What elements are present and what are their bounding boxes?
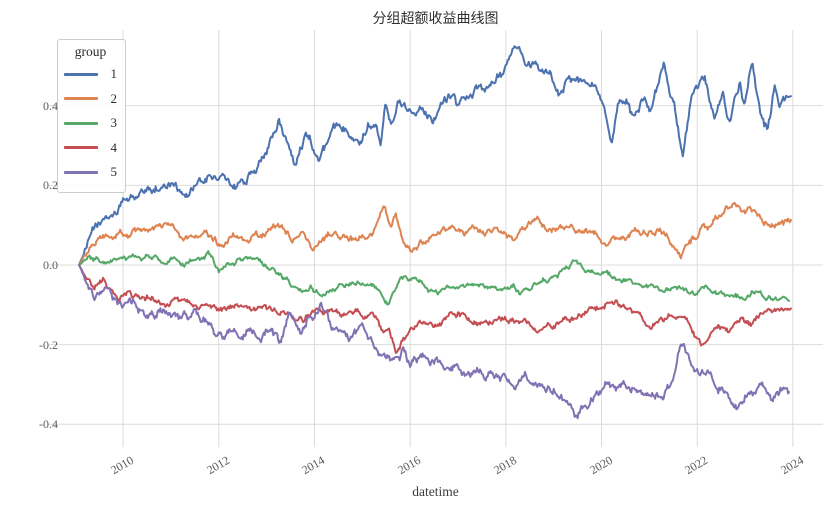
y-tick-label: 0.4 — [43, 98, 58, 113]
legend-swatch — [64, 121, 98, 125]
x-tick-label: 2020 — [584, 451, 615, 477]
legend-item-label: 5 — [110, 164, 118, 180]
legend: group 1 2 3 4 5 — [57, 39, 126, 193]
legend-item-label: 1 — [110, 66, 118, 82]
legend-title: group — [74, 44, 107, 59]
series-line-2 — [78, 201, 792, 266]
x-tick-label: 2012 — [201, 451, 232, 477]
y-tick-label: -0.2 — [39, 337, 58, 352]
legend-items: 1 2 3 4 5 — [64, 62, 117, 185]
legend-item-label: 2 — [110, 90, 118, 106]
x-tick-label: 2022 — [679, 451, 710, 477]
legend-swatch — [64, 72, 98, 76]
legend-swatch — [64, 146, 98, 150]
x-tick-label: 2024 — [775, 451, 806, 477]
legend-item-label: 3 — [110, 115, 118, 131]
legend-item-3: 3 — [64, 111, 117, 136]
series-line-5 — [78, 264, 790, 420]
legend-swatch — [64, 97, 98, 101]
legend-item-1: 1 — [64, 62, 117, 87]
series-line-4 — [78, 264, 792, 354]
chart-title: 分组超额收益曲线图 — [372, 12, 499, 27]
series-line-1 — [78, 45, 792, 266]
legend-item-label: 4 — [110, 139, 118, 155]
series-line-3 — [78, 250, 790, 306]
legend-item-5: 5 — [64, 160, 117, 185]
x-tick-label: 2018 — [488, 451, 519, 477]
x-tick-label: 2016 — [392, 451, 423, 477]
x-tick-label: 2014 — [296, 451, 328, 477]
x-axis-label: datetime — [412, 484, 459, 499]
legend-item-2: 2 — [64, 87, 117, 112]
y-tick-label: 0.0 — [43, 257, 58, 272]
legend-swatch — [64, 170, 98, 174]
y-tick-label: -0.4 — [39, 417, 58, 432]
y-tick-label: 0.2 — [43, 178, 58, 193]
x-tick-label: 2010 — [105, 451, 136, 477]
legend-item-4: 4 — [64, 136, 117, 161]
